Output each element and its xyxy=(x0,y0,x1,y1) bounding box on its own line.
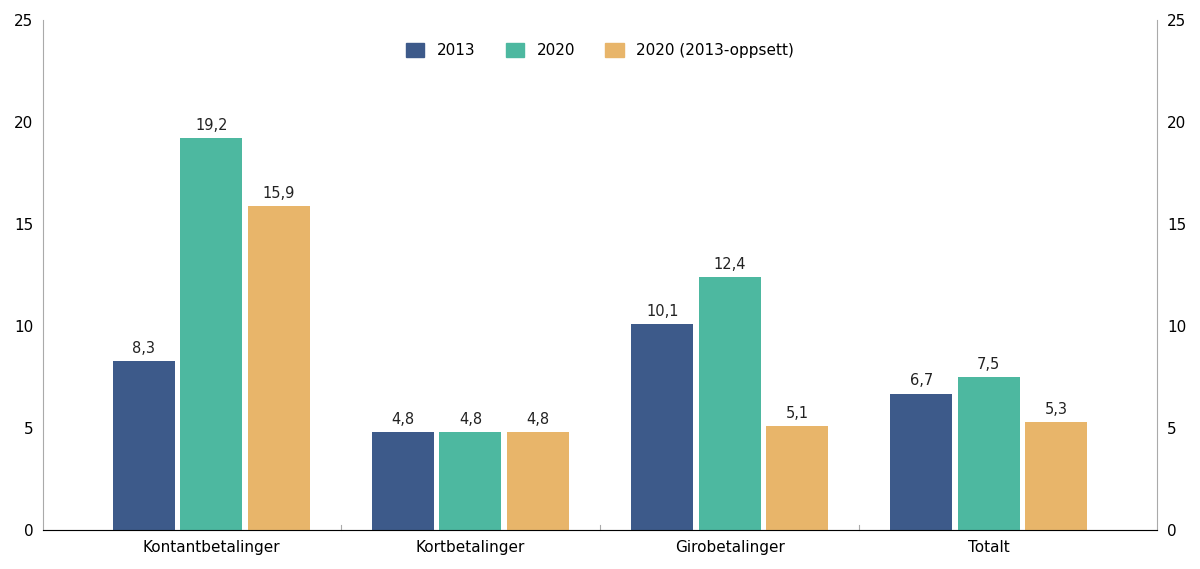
Text: 4,8: 4,8 xyxy=(458,413,482,427)
Bar xyxy=(890,394,953,530)
Text: 8,3: 8,3 xyxy=(132,341,156,356)
Text: 5,3: 5,3 xyxy=(1044,402,1068,417)
Text: 7,5: 7,5 xyxy=(977,357,1001,372)
Legend: 2013, 2020, 2020 (2013-oppsett): 2013, 2020, 2020 (2013-oppsett) xyxy=(406,43,794,58)
Bar xyxy=(698,277,761,530)
Bar xyxy=(631,324,694,530)
Text: 15,9: 15,9 xyxy=(263,185,295,201)
Text: 5,1: 5,1 xyxy=(785,406,809,421)
Text: 10,1: 10,1 xyxy=(646,304,678,319)
Text: 6,7: 6,7 xyxy=(910,373,932,389)
Bar xyxy=(439,432,502,530)
Bar xyxy=(372,432,434,530)
Bar xyxy=(247,206,310,530)
Bar xyxy=(958,377,1020,530)
Text: 19,2: 19,2 xyxy=(196,118,228,133)
Bar xyxy=(113,361,175,530)
Bar xyxy=(766,426,828,530)
Bar xyxy=(506,432,569,530)
Bar xyxy=(180,138,242,530)
Text: 4,8: 4,8 xyxy=(527,413,550,427)
Text: 4,8: 4,8 xyxy=(391,413,415,427)
Bar xyxy=(1025,422,1087,530)
Text: 12,4: 12,4 xyxy=(713,257,746,272)
